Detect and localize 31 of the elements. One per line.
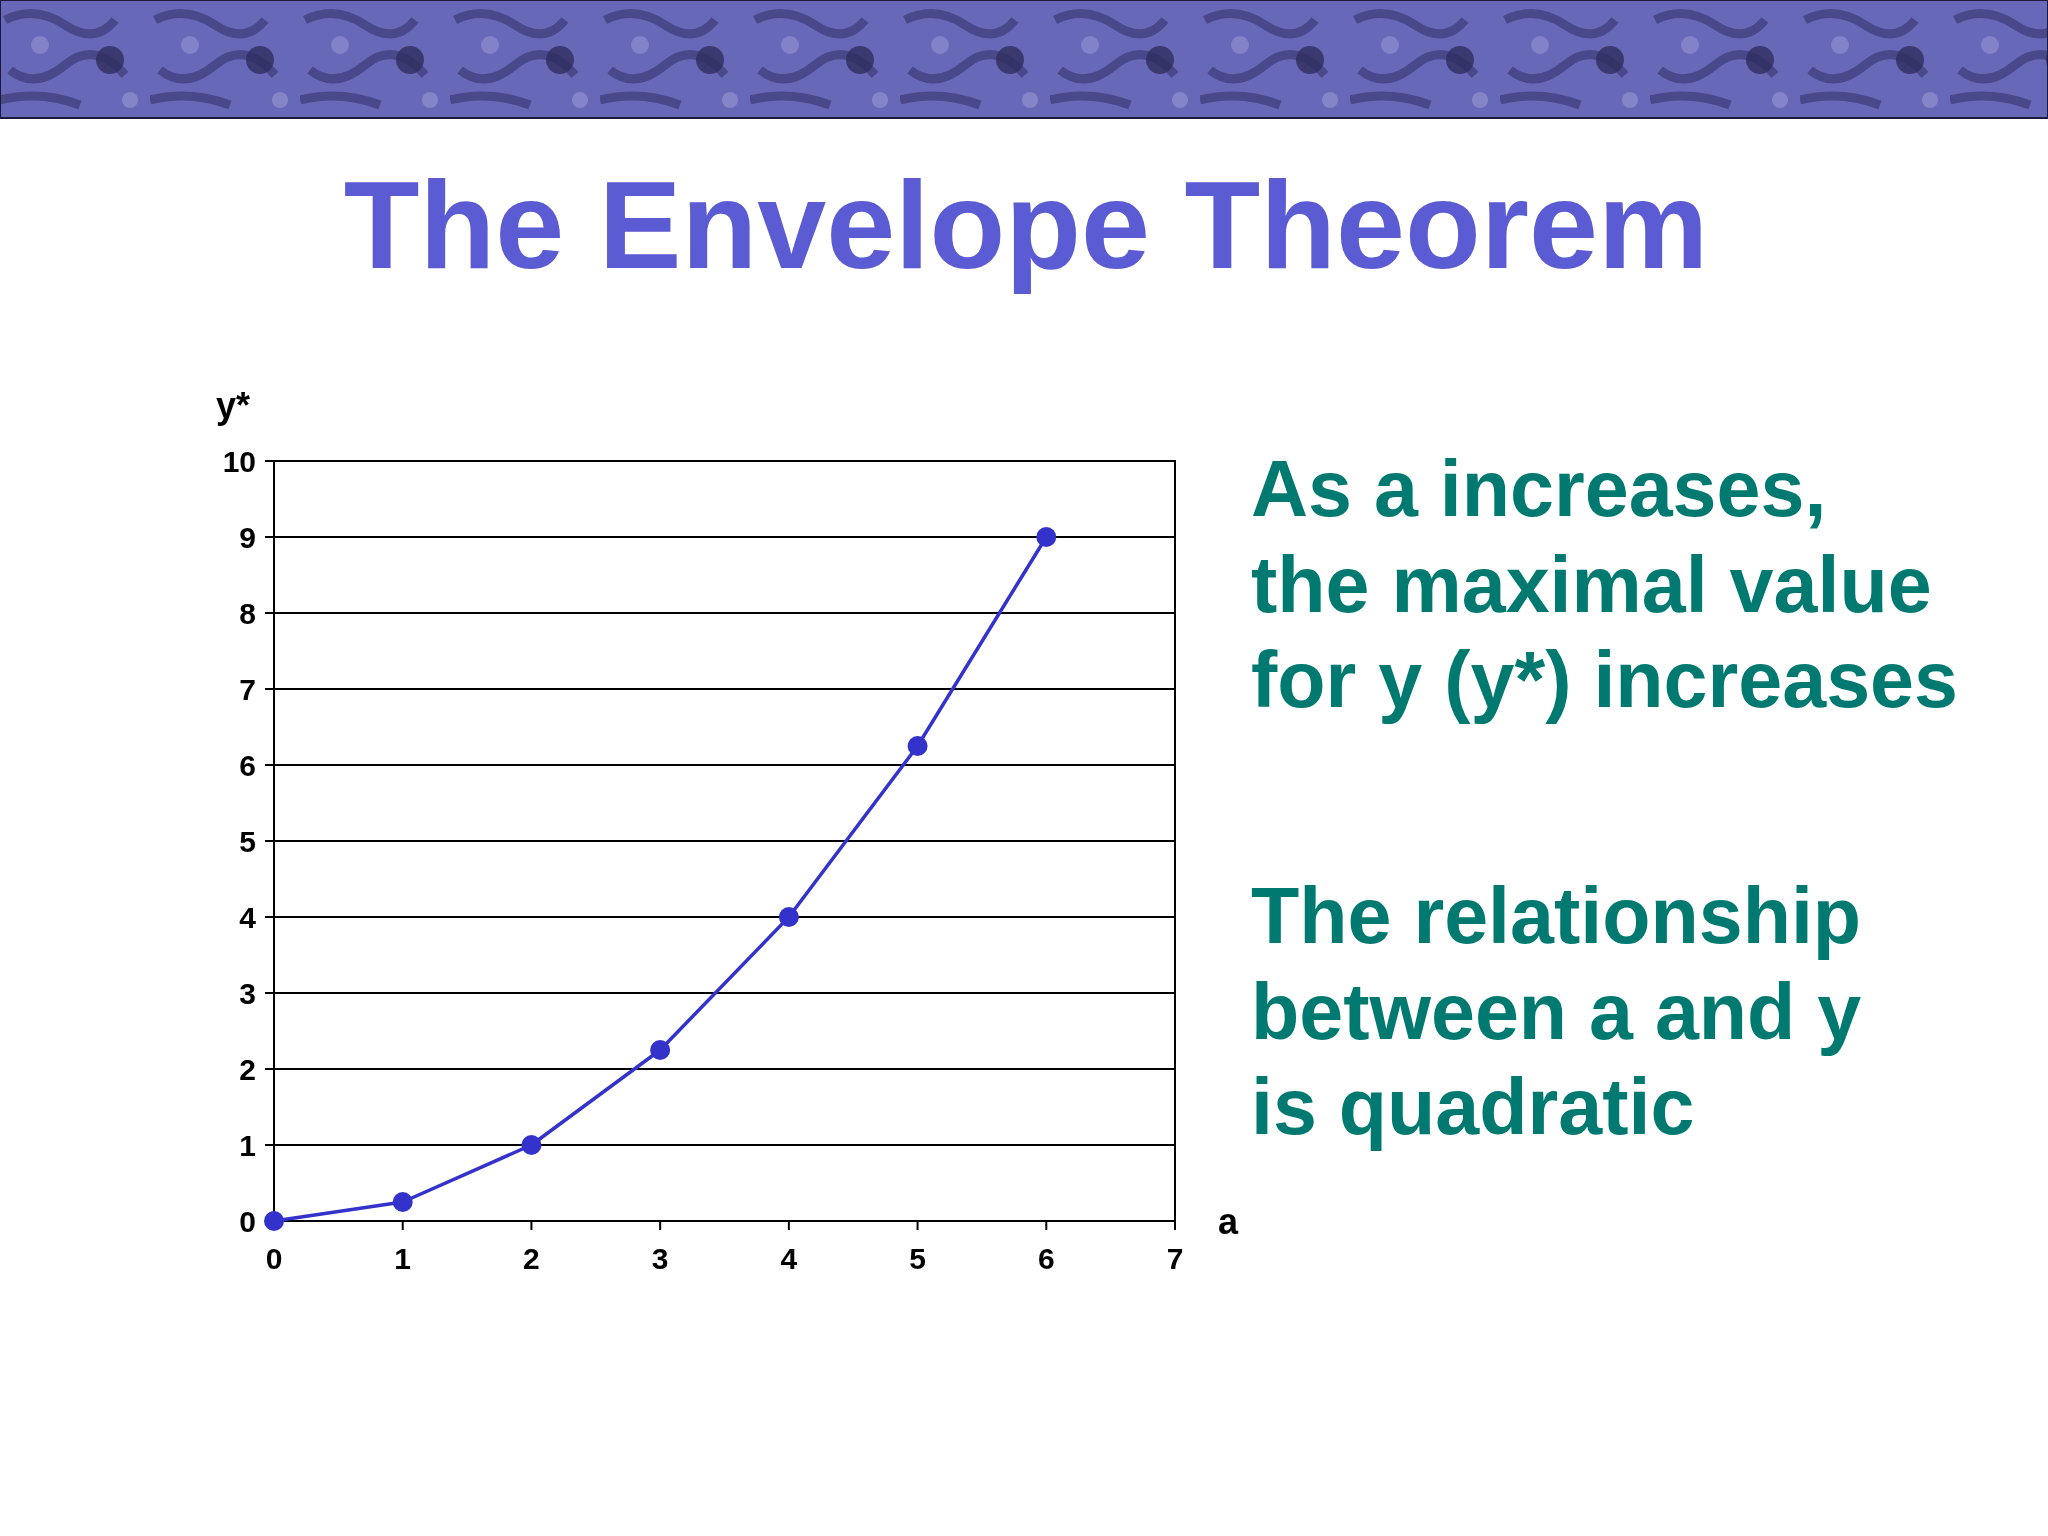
point: [907, 736, 928, 756]
x-tick-label: 2: [523, 1242, 540, 1275]
y-tick-label: 9: [239, 520, 256, 554]
x-tick-label: 0: [265, 1242, 283, 1275]
point: [650, 1040, 671, 1060]
point: [778, 907, 799, 927]
y-tick-label: 5: [239, 824, 256, 858]
x-tick-label: 5: [909, 1242, 926, 1275]
point: [521, 1135, 542, 1155]
text: The relationship between a and y is quadratic: [1251, 871, 1862, 1151]
x-tick-label: 1: [394, 1242, 412, 1275]
point: [264, 1211, 284, 1231]
x-tick-label: 4: [780, 1242, 798, 1275]
y-tick-label: 4: [239, 900, 257, 934]
x-tick-label: 7: [1166, 1242, 1184, 1275]
y-tick-label: 1: [239, 1128, 256, 1162]
point: [392, 1192, 413, 1212]
point: [1036, 527, 1057, 547]
x-tick-label: 6: [1037, 1242, 1055, 1275]
y-tick-label: 3: [239, 976, 256, 1010]
text: As a increases, the maximal value for y (y*) increases: [1251, 444, 1958, 724]
chart-title: The Envelope Theorem: [343, 156, 1709, 294]
x-axis-title: a: [1217, 1200, 1239, 1242]
y-tick-label: 7: [239, 672, 256, 706]
x-tick-label: 3: [651, 1242, 669, 1275]
y-tick-label: 0: [239, 1204, 256, 1238]
y-tick-label: 2: [239, 1052, 256, 1086]
y-tick-label: 6: [239, 748, 256, 782]
y-axis-title: y*: [215, 385, 251, 426]
y-tick-label: 8: [239, 596, 256, 630]
y-tick-label: 10: [222, 444, 256, 478]
